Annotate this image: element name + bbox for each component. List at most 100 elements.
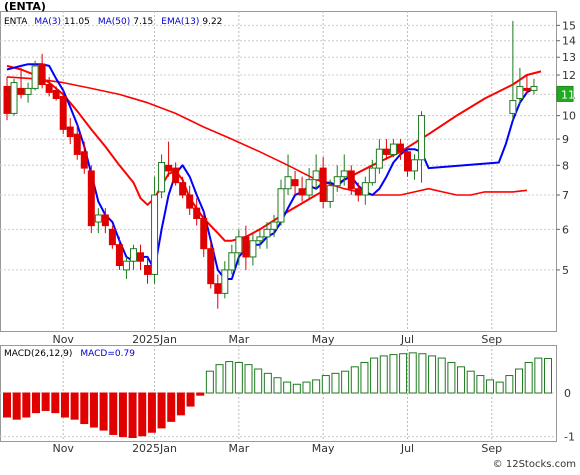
macd-bar [370,357,379,394]
candle-body [509,100,517,114]
candle-body [45,84,53,93]
macd-bar [205,370,214,394]
macd-bar [437,357,446,394]
macd-bar [283,381,292,394]
candle-body [312,170,320,181]
macd-bar [22,392,31,418]
price-x-tick-label: Jul [400,333,414,346]
price-y-tick-label: 9 [562,133,569,146]
macd-y-tick-label: 0 [564,387,571,400]
macd-bar [147,392,156,433]
candle-body [523,87,531,91]
candle-body [144,265,152,275]
moving-average-lines [6,63,542,280]
macd-bar [234,361,243,394]
macd-bar [505,375,514,394]
macd-bar [118,392,127,438]
macd-bar [89,392,98,428]
candle-body [354,188,362,196]
candle-body [305,179,313,196]
candle-body [389,143,397,155]
grid [0,11,557,442]
candle-body [158,162,166,193]
macd-bar [263,372,272,394]
macd-bar [312,379,321,394]
candle-body [38,63,46,86]
candle-body [129,248,137,262]
macd-x-tick-label: Jul [400,442,414,455]
candle-body [66,126,74,138]
macd-bar [515,368,524,394]
price-legend-label: MA(3) [34,17,61,27]
candle-body [340,170,348,178]
price-y-tick-label: 8 [562,159,569,172]
candle-body [80,151,88,169]
price-x-tick-label: Mar [228,333,249,346]
macd-x-tick-label: 2025Jan [132,442,177,455]
candle-body [87,170,95,227]
macd-bar [41,392,50,411]
macd-bar [157,392,166,429]
candle-body [347,170,355,190]
candle-body [17,87,25,95]
macd-y-tick-label: -1 [564,431,575,444]
price-legend-value: 11.05 [64,17,90,27]
macd-bar [457,366,466,394]
candle-body [361,182,369,196]
candle-body [200,217,208,250]
candle-body [277,188,285,223]
macd-bar [225,361,234,394]
macd-bar [244,364,253,394]
candle-body [263,228,271,238]
candle-body [3,85,11,114]
candle-body [31,65,39,89]
macd-bar [379,355,388,394]
macd-bar [186,392,195,407]
price-panel-frame [0,11,557,332]
macd-bar [31,392,40,414]
ma3-line [6,63,535,280]
macd-bars [3,352,552,439]
candle-body [186,194,194,209]
candle-body [333,176,341,187]
candle-body [193,207,201,219]
candle-body [94,214,102,223]
macd-bar [138,392,147,437]
candle-body [101,214,109,227]
macd-bar [428,355,437,394]
price-legend-value: 7.15 [133,17,153,27]
macd-bar [331,372,340,394]
macd-bar [544,358,552,394]
candle-body [403,151,411,172]
candle-body [368,167,376,184]
macd-bar [399,353,408,394]
price-legend-label: ENTA [4,17,28,27]
macd-bar [302,381,311,394]
candle-body [270,221,278,230]
macd-bar [3,392,11,418]
price-legend-label: EMA(13) [161,17,199,27]
candle-body [207,248,215,285]
macd-bar [350,366,359,394]
candle-body [108,228,116,246]
candle-body [418,115,426,161]
macd-x-tick-label: May [312,442,335,455]
macd-bar [292,383,301,394]
price-y-tick-label: 15 [562,19,576,32]
price-x-tick-label: Nov [52,333,74,346]
macd-bar [254,368,263,394]
macd-bar [167,392,176,422]
candle-body [319,167,327,202]
price-y-tick-label: 7 [562,189,569,202]
macd-x-tick-label: Nov [52,442,74,455]
candle-body [179,182,187,196]
macd-bar [389,354,398,394]
candle-body [530,85,538,91]
price-y-tick-label: 13 [562,51,576,64]
macd-x-tick-label: Sep [481,442,502,455]
candle-body [235,236,243,254]
candle-body [10,82,18,114]
macd-bar [128,392,137,439]
price-legend-value: 9.22 [202,17,222,27]
